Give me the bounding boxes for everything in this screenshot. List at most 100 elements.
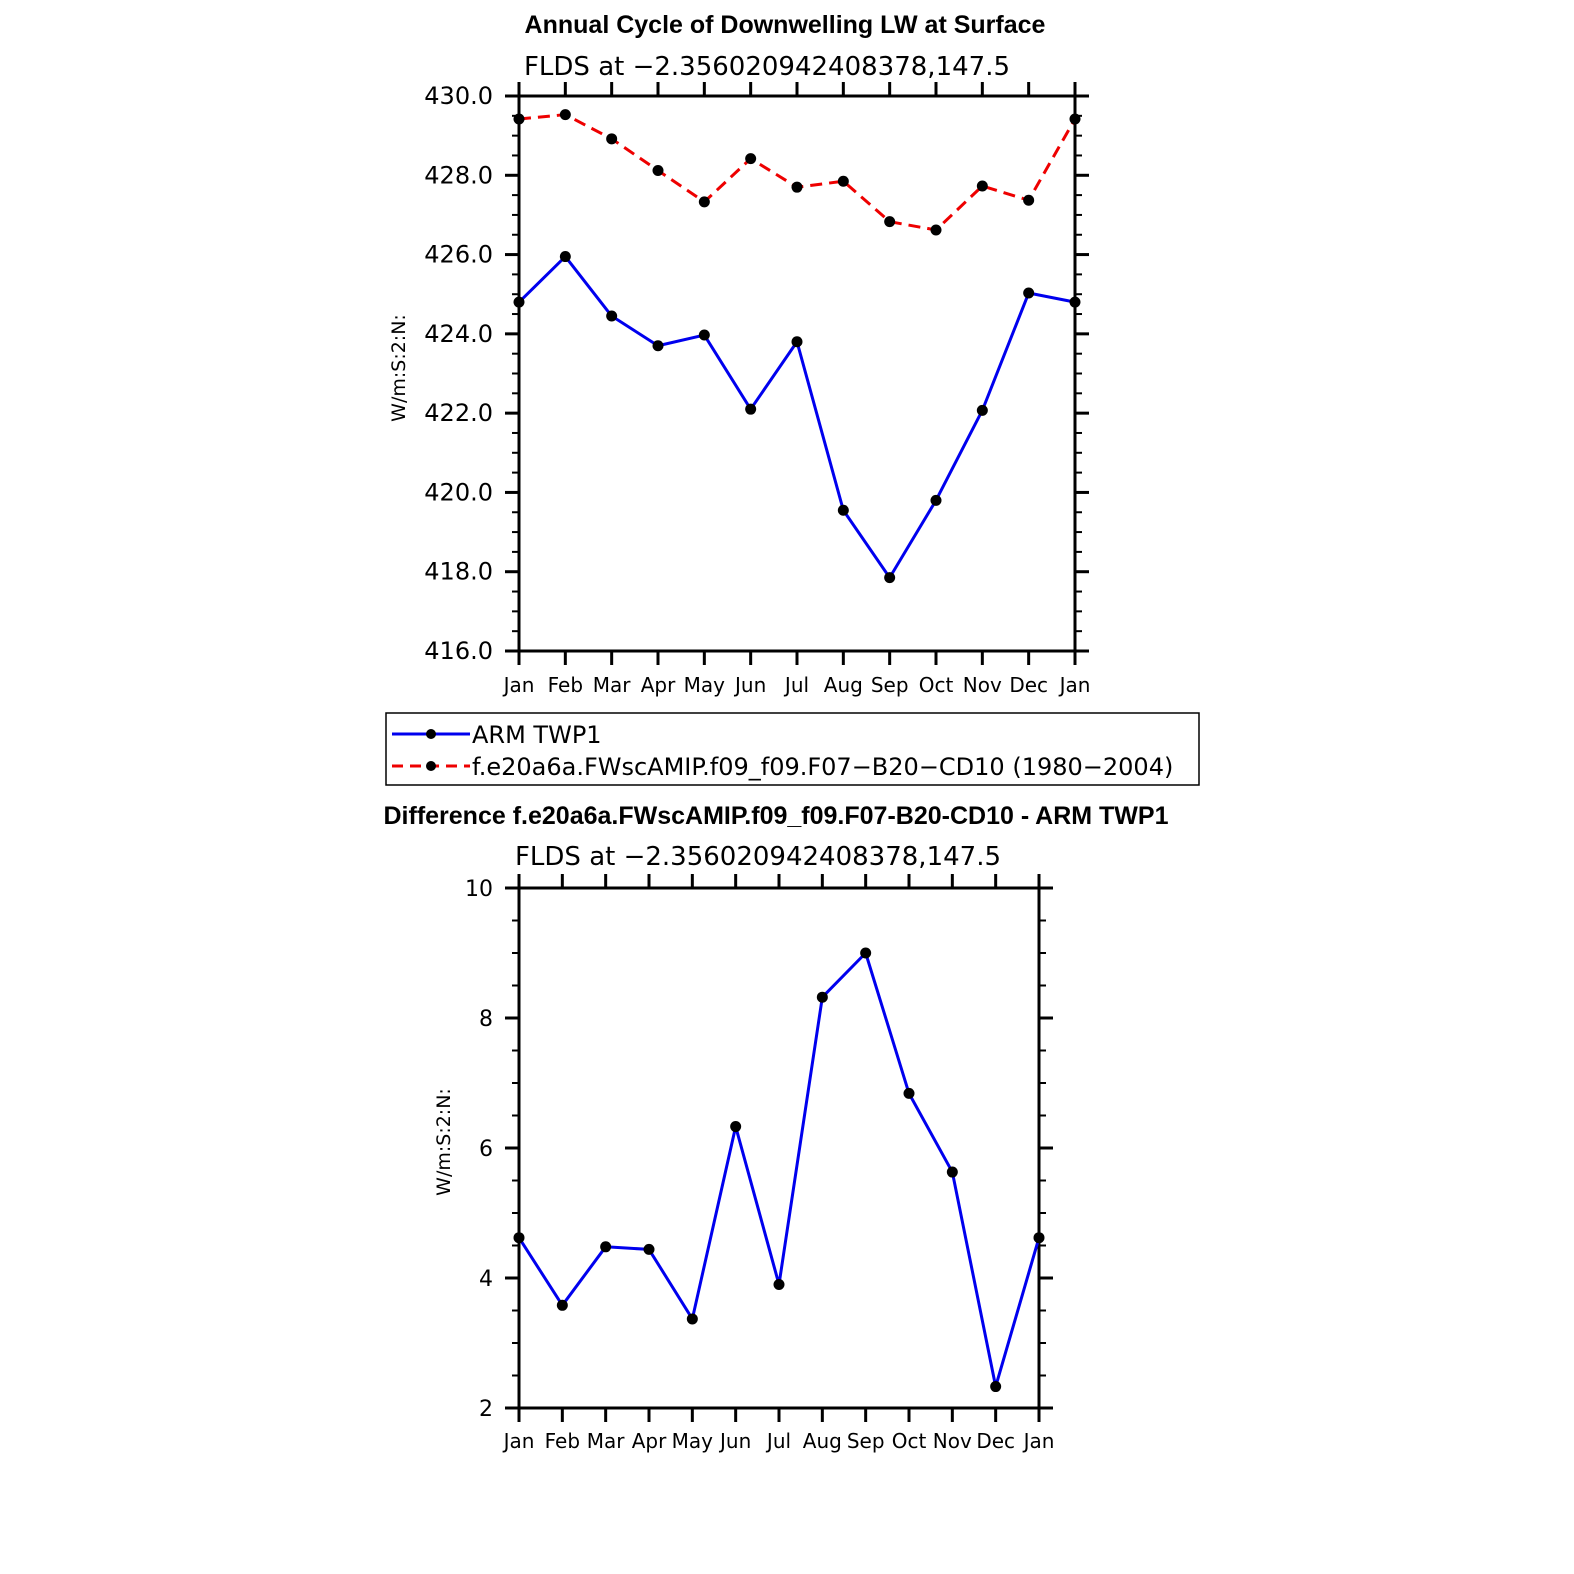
data-point — [1023, 194, 1035, 206]
y-tick-label: 422.0 — [424, 399, 493, 427]
y-tick-label: 418.0 — [424, 558, 493, 586]
x-tick-label: Mar — [593, 673, 632, 697]
y-tick-label: 428.0 — [424, 161, 493, 189]
chart2-title: Difference f.e20a6a.FWscAMIP.f09_f09.F07… — [384, 802, 1169, 830]
data-point — [606, 133, 618, 145]
y-tick-label: 426.0 — [424, 241, 493, 269]
x-tick-label: Aug — [824, 673, 863, 697]
series-line-1 — [518, 113, 1077, 232]
data-point — [513, 296, 525, 308]
x-tick-label: May — [684, 673, 726, 697]
chart2-subtitle: FLDS at −2.356020942408378,147.5 — [515, 842, 1001, 872]
data-point — [698, 196, 710, 208]
chart2-y-tick-labels: 2 4 6 8 10 — [465, 877, 493, 1422]
x-tick-label: Jul — [783, 673, 809, 697]
data-point — [745, 403, 757, 415]
data-point — [816, 991, 828, 1003]
chart1-ylabel: W/m:S:2:N: — [388, 314, 410, 422]
data-point — [976, 180, 988, 192]
data-point — [559, 109, 571, 121]
x-tick-label: Aug — [803, 1429, 842, 1453]
y-tick-label: 6 — [479, 1137, 493, 1162]
data-point — [643, 1243, 655, 1255]
chart1-x-tick-labels: Jan Feb Mar Apr May Jun Jul Aug Sep Oct Nov Dec Jan — [502, 673, 1091, 697]
x-tick-label: Jul — [765, 1429, 791, 1453]
x-tick-label: Sep — [871, 673, 909, 697]
data-point — [930, 494, 942, 506]
data-point — [1033, 1232, 1045, 1244]
legend-box — [385, 712, 1200, 786]
series-line-0 — [517, 951, 1041, 1389]
x-tick-label: Jun — [718, 1429, 751, 1453]
legend-marker-model — [426, 761, 436, 771]
data-point — [600, 1241, 612, 1253]
chart1-title: Annual Cycle of Downwelling LW at Surfac… — [525, 11, 1046, 39]
x-tick-label: Oct — [919, 673, 954, 697]
data-point — [730, 1121, 742, 1133]
chart2-ticks — [505, 874, 1053, 1422]
data-point — [652, 340, 664, 352]
data-point — [1069, 113, 1081, 125]
chart2-ylabel: W/m:S:2:N: — [433, 1088, 455, 1196]
data-point — [652, 165, 664, 177]
data-point — [837, 504, 849, 516]
chart2-x-tick-labels: Jan Feb Mar Apr May Jun Jul Aug Sep Oct Nov Dec Jan — [502, 1429, 1055, 1453]
data-point — [556, 1299, 568, 1311]
data-point — [903, 1087, 915, 1099]
x-tick-label: Jan — [502, 1429, 535, 1453]
legend-marker-arm-twp1 — [426, 729, 436, 739]
data-point — [1069, 296, 1081, 308]
data-point — [686, 1313, 698, 1325]
chart-annual-cycle: Annual Cycle of Downwelling LW at Surfac… — [388, 11, 1090, 697]
x-tick-label: Oct — [892, 1429, 927, 1453]
y-tick-label: 10 — [465, 877, 493, 902]
y-tick-label: 420.0 — [424, 478, 493, 506]
x-tick-label: Dec — [1009, 673, 1048, 697]
data-point — [946, 1166, 958, 1178]
x-tick-label: Feb — [545, 1429, 580, 1453]
data-point — [513, 1232, 525, 1244]
x-tick-label: Mar — [587, 1429, 626, 1453]
data-point — [606, 310, 618, 322]
y-tick-label: 416.0 — [424, 637, 493, 665]
data-point — [698, 329, 710, 341]
y-tick-label: 430.0 — [424, 82, 493, 110]
x-tick-label: Apr — [641, 673, 676, 697]
x-tick-label: Sep — [847, 1429, 885, 1453]
data-point — [791, 181, 803, 193]
x-tick-label: Nov — [963, 673, 1002, 697]
data-point — [1023, 287, 1035, 299]
data-point — [745, 153, 757, 165]
chart1-plot-frame — [517, 94, 1077, 653]
legend-label-arm-twp1: ARM TWP1 — [472, 721, 602, 749]
x-tick-label: Feb — [548, 673, 583, 697]
data-point — [990, 1381, 1002, 1393]
x-tick-label: Jun — [733, 673, 766, 697]
chart2-plot-frame — [517, 886, 1041, 1410]
chart1-y-tick-labels: 416.0 418.0 420.0 422.0 424.0 426.0 428.0 430.0 — [424, 82, 493, 665]
x-tick-label: May — [672, 1429, 714, 1453]
chart1-series — [513, 109, 1081, 584]
x-tick-label: Nov — [933, 1429, 972, 1453]
x-tick-label: Apr — [632, 1429, 667, 1453]
data-point — [976, 404, 988, 416]
x-tick-label: Jan — [1022, 1429, 1055, 1453]
chart2-series — [513, 947, 1045, 1393]
data-point — [513, 113, 525, 125]
data-point — [860, 947, 872, 959]
y-tick-label: 424.0 — [424, 320, 493, 348]
x-tick-label: Jan — [502, 673, 535, 697]
y-tick-label: 2 — [479, 1397, 493, 1422]
x-tick-label: Dec — [976, 1429, 1015, 1453]
y-tick-label: 8 — [479, 1007, 493, 1032]
x-tick-label: Jan — [1058, 673, 1091, 697]
data-point — [837, 175, 849, 187]
legend: ARM TWP1 f.e20a6a.FWscAMIP.f09_f09.F07−B… — [385, 712, 1200, 786]
chart1-subtitle: FLDS at −2.356020942408378,147.5 — [524, 52, 1010, 82]
data-point — [884, 216, 896, 228]
data-point — [791, 336, 803, 348]
data-point — [884, 572, 896, 584]
chart1-ticks — [505, 82, 1089, 665]
y-tick-label: 4 — [479, 1267, 493, 1292]
